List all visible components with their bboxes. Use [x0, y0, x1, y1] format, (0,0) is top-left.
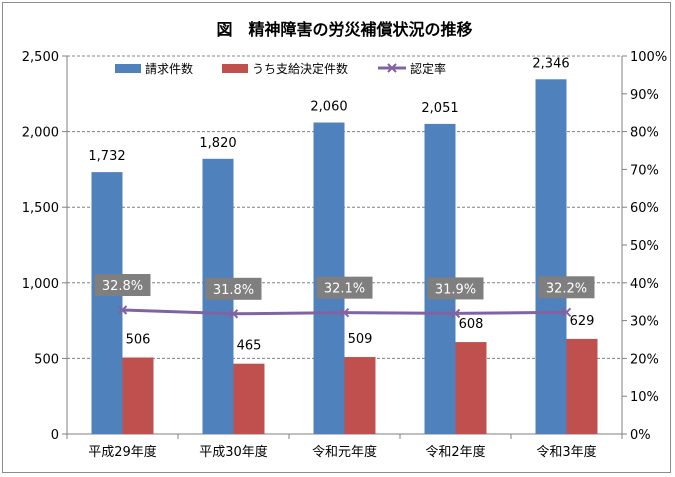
- x-tick-label: 令和元年度: [312, 444, 377, 460]
- y-right-tick-label: 60%: [630, 201, 659, 216]
- y-right-tick-label: 90%: [630, 88, 659, 103]
- legend-swatch: [222, 64, 248, 73]
- chart-title: 図 精神障害の労災補償状況の推移: [216, 20, 472, 39]
- y-right-tick-label: 50%: [630, 239, 659, 254]
- rate-marker: [339, 307, 350, 318]
- rate-label-box: [538, 276, 595, 299]
- y-right-tick-label: 40%: [630, 277, 659, 292]
- rate-data-label: 31.9%: [435, 282, 476, 297]
- bar-data-label: 465: [237, 339, 262, 354]
- rate-label-box: [316, 276, 373, 299]
- rate-marker: [117, 305, 128, 315]
- legend-swatch: [115, 64, 141, 73]
- bar-approved: [344, 357, 376, 434]
- bar-data-label: 2,051: [421, 101, 458, 116]
- bar-data-label: 608: [459, 317, 484, 332]
- legend-label: 請求件数: [145, 61, 193, 76]
- rate-data-label: 32.2%: [546, 281, 587, 296]
- bar-data-label: 2,346: [532, 56, 569, 71]
- rate-data-label: 32.1%: [324, 282, 365, 297]
- bar-approved: [566, 338, 598, 434]
- bar-approved: [233, 363, 265, 434]
- rate-label-box: [427, 277, 484, 300]
- rate-marker: [228, 309, 239, 319]
- legend-label: 認定率: [410, 61, 446, 76]
- y-left-tick-label: 2,000: [22, 126, 59, 141]
- bar-data-label: 1,732: [88, 149, 125, 164]
- y-left-tick-label: 1,000: [22, 277, 59, 292]
- legend-label: うち支給決定件数: [252, 61, 348, 76]
- y-right-tick-label: 30%: [630, 315, 659, 330]
- x-tick-label: 令和2年度: [425, 444, 485, 460]
- rate-label-box: [205, 277, 262, 300]
- y-left-tick-label: 500: [34, 352, 59, 367]
- x-tick-label: 平成29年度: [88, 444, 157, 460]
- legend-marker: [387, 63, 397, 73]
- bar-approved: [122, 357, 154, 434]
- y-left-tick-label: 1,500: [22, 201, 59, 216]
- y-right-tick-label: 100%: [630, 50, 667, 65]
- rate-marker: [450, 308, 461, 319]
- y-right-tick-label: 70%: [630, 163, 659, 178]
- y-right-tick-label: 20%: [630, 352, 659, 367]
- bar-data-label: 506: [126, 332, 151, 347]
- rate-label-box: [94, 274, 151, 297]
- y-right-tick-label: 0%: [630, 428, 651, 443]
- rate-data-label: 32.8%: [102, 279, 143, 294]
- bar-approved: [455, 342, 487, 434]
- x-tick-label: 平成30年度: [199, 444, 268, 460]
- y-left-tick-label: 0: [51, 428, 59, 443]
- bar-data-label: 1,820: [199, 136, 236, 151]
- y-left-tick-label: 2,500: [22, 50, 59, 65]
- bar-claims: [91, 172, 123, 435]
- y-right-tick-label: 10%: [630, 390, 659, 405]
- x-tick-label: 令和3年度: [536, 444, 596, 460]
- bar-claims: [535, 79, 567, 435]
- y-right-tick-label: 80%: [630, 126, 659, 141]
- rate-marker: [561, 307, 572, 317]
- bar-data-label: 509: [348, 332, 373, 347]
- bar-data-label: 629: [570, 314, 595, 329]
- bar-data-label: 2,060: [310, 100, 347, 115]
- rate-data-label: 31.8%: [213, 283, 254, 298]
